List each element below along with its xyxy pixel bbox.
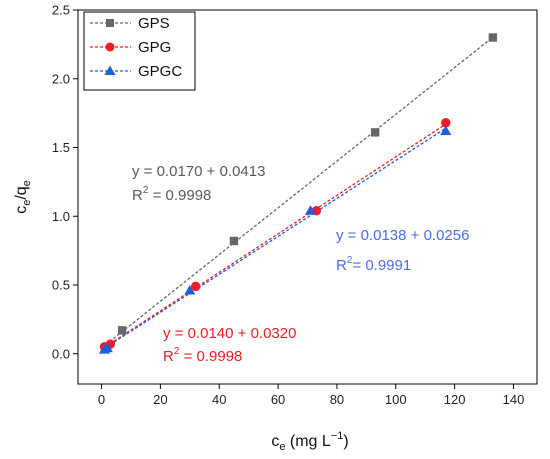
annotation-gpg-r2: R2 = 0.9998 bbox=[163, 346, 242, 365]
data-point-gpg bbox=[190, 281, 201, 292]
x-tick-label: 120 bbox=[444, 392, 466, 407]
annotation-gps-r2: R2 = 0.9998 bbox=[132, 185, 211, 204]
legend-marker-gps bbox=[106, 19, 114, 27]
y-tick-label: 0.5 bbox=[52, 278, 70, 293]
annotation-gpgc: y = 0.0138 + 0.0256 R2= 0.9991 bbox=[336, 227, 469, 274]
legend-box bbox=[83, 11, 196, 91]
data-point-gpgc bbox=[304, 205, 316, 215]
legend-label-gpgc: GPGC bbox=[138, 63, 182, 80]
fit-line-gps bbox=[101, 36, 494, 349]
data-point-gps bbox=[488, 33, 498, 42]
y-axis-title: ce/qe bbox=[13, 180, 33, 214]
data-markers bbox=[98, 33, 498, 354]
data-point-gpgc bbox=[101, 342, 113, 353]
x-tick-label: 0 bbox=[98, 392, 105, 407]
legend-marker-gpg bbox=[105, 42, 115, 52]
annotation-gpgc-r2: R2= 0.9991 bbox=[336, 255, 411, 274]
x-tick-label: 20 bbox=[153, 392, 167, 407]
annotation-gpg-equation: y = 0.0140 + 0.0320 bbox=[163, 325, 296, 342]
x-tick-label: 100 bbox=[385, 392, 407, 407]
legend-label-gps: GPS bbox=[138, 15, 170, 32]
annotation-gps-equation: y = 0.0170 + 0.0413 bbox=[132, 163, 265, 180]
data-point-gps bbox=[117, 326, 127, 335]
data-point-gps bbox=[229, 236, 239, 246]
data-point-gpgc bbox=[440, 125, 452, 135]
x-tick-label: 40 bbox=[212, 392, 226, 407]
x-tick-label: 140 bbox=[503, 392, 525, 407]
y-tick-label: 1.5 bbox=[52, 140, 70, 155]
plot-frame bbox=[77, 9, 538, 385]
legend-marker-gpgc bbox=[104, 65, 116, 75]
fit-lines bbox=[101, 36, 494, 351]
data-point-gps bbox=[370, 128, 380, 137]
annotation-gpg: y = 0.0140 + 0.0320 R2 = 0.9998 bbox=[163, 325, 296, 365]
x-tick-label: 80 bbox=[330, 392, 344, 407]
x-tick-label: 60 bbox=[271, 392, 285, 407]
annotation-gpgc-equation: y = 0.0138 + 0.0256 bbox=[336, 227, 469, 244]
x-axis-title: ce (mg L−1) bbox=[271, 430, 348, 453]
data-point-gpg bbox=[441, 118, 451, 128]
y-tick-label: 2.0 bbox=[52, 71, 70, 86]
fit-line-gpg bbox=[101, 123, 447, 350]
legend-label-gpg: GPG bbox=[138, 39, 171, 56]
annotation-gps: y = 0.0170 + 0.0413 R2 = 0.9998 bbox=[132, 163, 265, 204]
axis-ticks: 0 20 40 60 80 100 120 140 0.0 0.5 1.0 1.5 2.0 2.5 bbox=[52, 3, 524, 408]
data-point-gpgc bbox=[184, 285, 196, 295]
legend: GPS GPG GPGC bbox=[83, 11, 196, 91]
y-tick-label: 1.0 bbox=[52, 209, 70, 224]
y-tick-label: 2.5 bbox=[52, 3, 70, 18]
fit-line-gpgc bbox=[101, 127, 447, 351]
y-tick-label: 0.0 bbox=[52, 346, 70, 361]
